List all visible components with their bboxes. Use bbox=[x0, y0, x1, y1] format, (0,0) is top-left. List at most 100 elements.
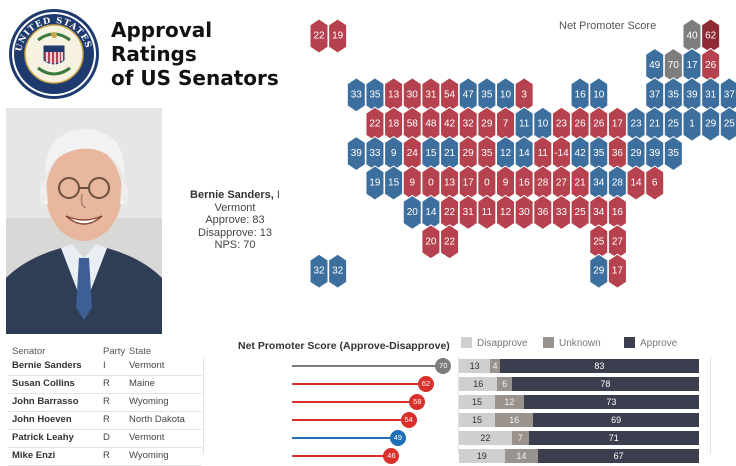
nps-dot[interactable]: 58 bbox=[409, 394, 426, 410]
state-hex[interactable] bbox=[701, 106, 721, 142]
approve-bar[interactable]: 78 bbox=[511, 377, 699, 391]
state-hex[interactable] bbox=[477, 194, 497, 231]
title-line-2: Ratings bbox=[111, 42, 197, 66]
state-hex-value: 31 bbox=[463, 207, 475, 218]
senator-state: Vermont bbox=[129, 432, 165, 443]
unknown-bar[interactable]: 14 bbox=[504, 449, 539, 463]
state-hex-value: 13 bbox=[388, 89, 400, 100]
state-hex[interactable] bbox=[682, 106, 702, 142]
senator-name: Mike Enzi bbox=[12, 450, 56, 461]
state-hex[interactable] bbox=[346, 135, 366, 172]
approve-bar[interactable]: 69 bbox=[533, 413, 699, 427]
state-hex[interactable] bbox=[663, 135, 683, 172]
state-hex-value: 58 bbox=[407, 119, 419, 130]
table-row[interactable]: Patrick Leahy D Vermont 49 22 7 71 bbox=[0, 429, 736, 447]
disapprove-bar[interactable]: 22 bbox=[459, 431, 512, 445]
state-hex[interactable] bbox=[514, 194, 534, 231]
nps-lollipop-line bbox=[292, 401, 418, 403]
state-hex[interactable] bbox=[570, 194, 590, 231]
unknown-bar[interactable]: 12 bbox=[495, 395, 524, 409]
state-hex[interactable] bbox=[496, 194, 515, 231]
approve-bar[interactable]: 67 bbox=[538, 449, 699, 463]
state-hex[interactable] bbox=[589, 253, 609, 289]
row-separator bbox=[8, 447, 202, 448]
legend-label: Approve bbox=[640, 338, 678, 349]
header-senator: Senator bbox=[12, 346, 46, 357]
table-row[interactable]: Mike Enzi R Wyoming 46 19 14 67 bbox=[0, 447, 736, 465]
state-hex-value: 15 bbox=[388, 178, 400, 189]
unknown-bar[interactable]: 6 bbox=[497, 377, 512, 391]
state-hex-value: 16 bbox=[575, 89, 587, 100]
state-hex[interactable] bbox=[365, 165, 385, 201]
approve-bar[interactable]: 73 bbox=[523, 395, 699, 409]
state-hex-value: 3 bbox=[521, 89, 527, 100]
nps-lollipop-line bbox=[292, 419, 409, 421]
state-hex[interactable] bbox=[626, 165, 646, 201]
disapprove-bar[interactable]: 19 bbox=[459, 449, 505, 463]
senator-party: D bbox=[103, 432, 110, 443]
state-hex-value: 21 bbox=[444, 148, 456, 159]
state-hex[interactable] bbox=[309, 253, 329, 289]
unknown-bar[interactable]: 4 bbox=[490, 359, 500, 373]
state-hex-value: 35 bbox=[668, 89, 680, 100]
state-hex-value: 14 bbox=[425, 207, 437, 218]
nps-dot[interactable]: 62 bbox=[417, 376, 434, 392]
state-hex[interactable] bbox=[458, 194, 478, 231]
disapprove-bar[interactable]: 15 bbox=[459, 395, 495, 409]
row-separator bbox=[8, 411, 202, 412]
unknown-bar[interactable]: 16 bbox=[495, 413, 534, 427]
disapprove-bar[interactable]: 15 bbox=[459, 413, 495, 427]
table-row[interactable]: Bernie Sanders I Vermont 70 13 4 83 bbox=[0, 357, 736, 375]
table-row[interactable]: John Barrasso R Wyoming 58 15 12 73 bbox=[0, 393, 736, 411]
senator-name: Patrick Leahy bbox=[12, 432, 74, 443]
state-hex[interactable] bbox=[533, 194, 553, 231]
nps-dot[interactable]: 54 bbox=[400, 412, 417, 428]
state-hex[interactable] bbox=[402, 194, 422, 231]
state-hex-value: 22 bbox=[444, 207, 456, 218]
table-row[interactable]: Susan Collins R Maine 62 16 6 78 bbox=[0, 375, 736, 393]
state-hex-value: 12 bbox=[500, 148, 512, 159]
state-hex[interactable] bbox=[384, 165, 404, 201]
state-hex[interactable] bbox=[607, 253, 627, 289]
unknown-bar[interactable]: 7 bbox=[511, 431, 529, 445]
state-hex-value: 32 bbox=[332, 266, 344, 277]
state-hex[interactable] bbox=[421, 224, 441, 260]
state-hex-value: 10 bbox=[593, 89, 605, 100]
state-hex-value: 42 bbox=[575, 148, 587, 159]
state-hex[interactable] bbox=[309, 18, 329, 54]
senator-party: I bbox=[103, 360, 106, 371]
state-hex-value: 29 bbox=[463, 148, 475, 159]
state-hex[interactable] bbox=[551, 194, 571, 231]
nps-dot[interactable]: 46 bbox=[383, 448, 400, 464]
state-hex-value: 21 bbox=[649, 119, 661, 130]
state-hex-value: 30 bbox=[519, 207, 531, 218]
state-hex-value: 47 bbox=[463, 89, 475, 100]
state-hex-value: 35 bbox=[481, 89, 493, 100]
nps-chart-area bbox=[203, 357, 459, 454]
nps-dot[interactable]: 49 bbox=[389, 430, 406, 446]
state-hex[interactable] bbox=[346, 77, 366, 113]
state-hex[interactable] bbox=[328, 18, 348, 54]
state-hex-value: 17 bbox=[463, 178, 475, 189]
disapprove-bar[interactable]: 16 bbox=[459, 377, 498, 391]
senator-name: John Barrasso bbox=[12, 396, 79, 407]
state-hex[interactable] bbox=[440, 224, 460, 260]
selected-party: I bbox=[276, 189, 280, 201]
state-hex-value: 11 bbox=[519, 119, 530, 130]
legend-swatch bbox=[461, 337, 472, 348]
table-row[interactable]: John Hoeven R North Dakota 54 15 16 69 bbox=[0, 411, 736, 429]
state-hex-value: 36 bbox=[537, 207, 549, 218]
legend-approve: Approve bbox=[624, 337, 677, 349]
state-hex[interactable] bbox=[328, 253, 348, 289]
nps-dot[interactable]: 70 bbox=[435, 358, 452, 374]
state-hex[interactable] bbox=[645, 165, 665, 201]
state-hex-value: 48 bbox=[425, 119, 437, 130]
state-hex-value: 19 bbox=[332, 31, 344, 42]
state-hex-value: 35 bbox=[593, 148, 605, 159]
legend-swatch bbox=[624, 337, 635, 348]
state-hex[interactable] bbox=[719, 106, 736, 142]
approve-bar[interactable]: 83 bbox=[499, 359, 699, 373]
state-hex-value: 40 bbox=[686, 31, 698, 42]
approve-bar[interactable]: 71 bbox=[528, 431, 699, 445]
disapprove-bar[interactable]: 13 bbox=[459, 359, 491, 373]
